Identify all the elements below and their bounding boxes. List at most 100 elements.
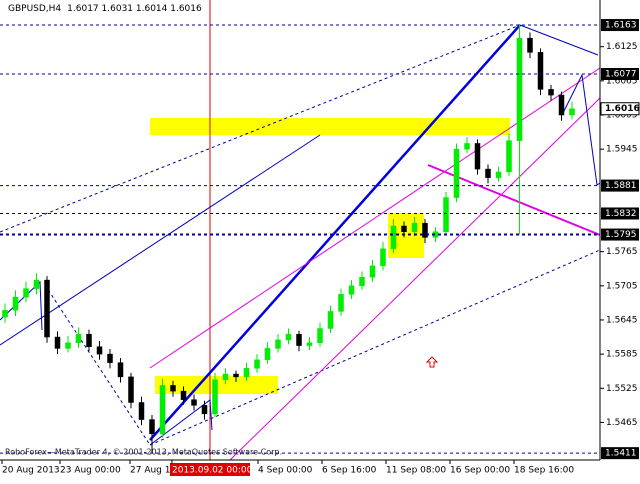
- level-badge: [601, 68, 639, 81]
- candle-body: [453, 148, 460, 198]
- candle-body: [254, 359, 260, 369]
- candle-body: [411, 222, 418, 232]
- candle-body: [506, 140, 512, 173]
- footer: RoboForex—MetaTrader 4, © 2001-2013, Met…: [5, 448, 282, 457]
- level-label: 1.5795: [605, 230, 637, 240]
- y-tick-label: 1.6125: [606, 42, 638, 52]
- candle-body: [306, 342, 313, 346]
- level-badge: [601, 19, 639, 32]
- candle-body: [149, 419, 155, 435]
- x-label-highlight: [170, 463, 250, 476]
- price-badge: [600, 102, 640, 116]
- candle-body: [65, 342, 71, 349]
- candle-body: [107, 353, 113, 363]
- candle-body: [485, 168, 491, 178]
- candle-body: [23, 288, 29, 298]
- candle-body: [96, 346, 103, 355]
- candle-body: [443, 197, 449, 232]
- candle-body: [201, 405, 208, 415]
- candle-body: [275, 339, 281, 349]
- x-tick-label: 6 Sep 16:00: [322, 466, 377, 476]
- annotations: [0, 0, 601, 461]
- candle-body: [222, 373, 229, 380]
- candle-body: [348, 285, 355, 295]
- y-tick-label: 1.5585: [606, 350, 638, 360]
- candle-body: [327, 311, 334, 329]
- channel-line: [149, 67, 601, 369]
- quote: 1.6017 1.6031 1.6014 1.6016: [67, 4, 202, 14]
- level-label: 1.6077: [605, 70, 637, 80]
- level-badge: [601, 447, 639, 460]
- candle-body: [212, 379, 218, 415]
- candle-body: [191, 399, 197, 406]
- trend-line: [0, 134, 321, 346]
- candle-body: [233, 373, 239, 378]
- forecast-line: [561, 73, 601, 186]
- y-tick-label: 1.5465: [606, 418, 638, 428]
- level-label: 1.5411: [605, 449, 637, 459]
- candle-body: [33, 279, 40, 289]
- level-badge: [601, 228, 639, 241]
- candle-body: [296, 333, 302, 346]
- candle-body: [380, 248, 386, 267]
- zone: [150, 118, 510, 135]
- candle-body: [12, 296, 19, 311]
- y-tick-label: 1.6065: [606, 76, 638, 86]
- symbol: GBPUSD,H4: [8, 4, 61, 14]
- x-tick-label: 2013.09.02 00:00: [172, 466, 253, 476]
- y-tick-label: 1.5945: [606, 145, 638, 155]
- y-tick-label: 1.5765: [606, 247, 638, 257]
- candle-body: [569, 108, 575, 116]
- candle-body: [401, 225, 407, 232]
- candle-body: [170, 385, 176, 392]
- level-label: 1.5881: [605, 181, 637, 191]
- candle-body: [338, 294, 344, 312]
- candle-body: [369, 265, 376, 278]
- x-tick-label: 27 Aug 16:00: [130, 466, 191, 476]
- y-tick-label: 1.5525: [606, 384, 638, 394]
- candle-body: [138, 402, 145, 420]
- candle-body: [117, 362, 124, 378]
- candles: [2, 25, 575, 454]
- candle-body: [558, 94, 565, 116]
- candle-body: [2, 310, 8, 318]
- candle-body: [390, 225, 397, 250]
- candle-body: [464, 143, 470, 150]
- trend-line: [149, 249, 601, 446]
- level-label: 1.5832: [605, 209, 637, 219]
- level-badge: [601, 207, 639, 220]
- candle-body: [159, 385, 166, 435]
- x-tick-label: 23 Aug 00:00: [60, 466, 121, 476]
- candle-body: [527, 37, 533, 53]
- x-tick-label: 20 Aug 2013: [2, 466, 60, 476]
- candle-body: [537, 52, 544, 90]
- candle-body: [548, 89, 554, 96]
- candle-body: [44, 279, 50, 338]
- level-badge: [601, 179, 639, 192]
- candle-body: [264, 348, 271, 361]
- symbol-label: GBPUSD,H4 1.6017 1.6031 1.6014 1.6016: [8, 4, 202, 14]
- wave-line: [44, 284, 151, 446]
- arrow-icon: [425, 356, 439, 368]
- candle-body: [495, 171, 502, 178]
- candle-body: [422, 222, 428, 238]
- candle-body: [54, 336, 61, 349]
- candle-body: [86, 333, 92, 347]
- candle-body: [243, 368, 250, 378]
- forecast-line: [519, 24, 599, 56]
- candle-body: [317, 328, 323, 343]
- candle-body: [128, 376, 134, 403]
- trend-line: [149, 24, 521, 441]
- wave-line: [149, 399, 213, 446]
- price-label: 1.6016: [605, 104, 640, 114]
- x-tick-label: 16 Sep 00:00: [450, 466, 510, 476]
- candle-body: [180, 390, 187, 400]
- y-tick-label: 1.6005: [606, 111, 638, 121]
- x-tick-label: 4 Sep 00:00: [258, 466, 313, 476]
- x-tick-label: 11 Sep 08:00: [386, 466, 446, 476]
- y-tick-label: 1.5705: [606, 281, 638, 291]
- candle-body: [285, 333, 292, 341]
